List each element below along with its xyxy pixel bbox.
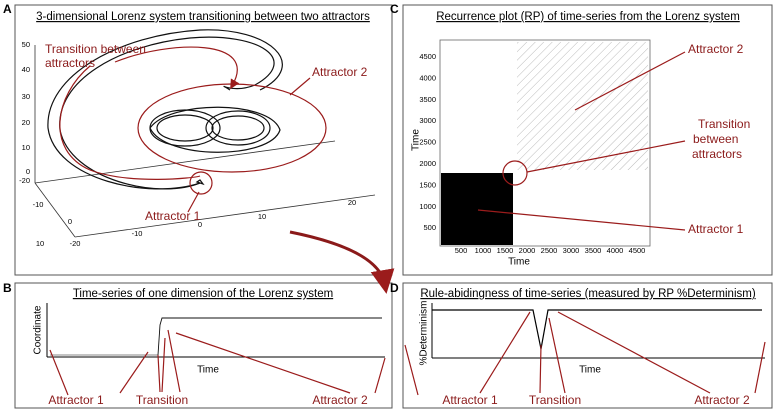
annotation: between: [693, 132, 738, 146]
tick-label: 2500: [541, 246, 558, 255]
annotation: Transition: [529, 393, 581, 407]
tick-label: 4500: [629, 246, 646, 255]
pointer: [477, 209, 686, 231]
tick-label: 20: [348, 198, 356, 207]
annotation: Attractor 1: [688, 222, 744, 236]
tick-label: 4500: [419, 52, 436, 61]
y-axis-label: Time: [411, 129, 422, 151]
panel-letter: B: [3, 281, 12, 295]
pointer: [187, 191, 200, 213]
panel-title: Time-series of one dimension of the Lore…: [73, 288, 333, 300]
panel-d-box: [402, 282, 773, 409]
annotation: Transition: [136, 393, 188, 407]
annotation: attractors: [45, 56, 95, 70]
tick-label: 4000: [607, 246, 624, 255]
pointer: [526, 140, 686, 173]
annotation: Attractor 1: [442, 393, 498, 407]
annotation: Transition: [698, 117, 750, 131]
panel-b-box: [14, 282, 393, 409]
axes-3d: [34, 45, 376, 238]
panel-letter: A: [3, 2, 12, 16]
tick-label: 2000: [519, 246, 536, 255]
pointers: [49, 329, 386, 396]
tick-label: 3500: [419, 95, 436, 104]
tick-label: 10: [36, 239, 44, 248]
shape: [211, 115, 265, 141]
x-axis-label: Time: [508, 257, 530, 268]
tick-label: 50: [22, 40, 30, 49]
annotation: attractors: [692, 147, 742, 161]
panel-title: Recurrence plot (RP) of time-series from…: [436, 11, 740, 23]
group: 4500 4000 3500 3000 2500 2000 1500 1000 500 500 10…: [419, 52, 645, 255]
determinism-line: [432, 309, 762, 350]
tick-label: -20: [70, 239, 81, 248]
pointer: [574, 51, 686, 111]
annotation: Attractor 2: [688, 42, 744, 56]
panel-title: Rule-abidingness of time-series (measure…: [420, 288, 755, 300]
rp-attractor-1: [441, 173, 513, 245]
tick-label: 10: [22, 143, 30, 152]
tick-label: 0: [26, 167, 30, 176]
shape: [156, 114, 214, 142]
tick-label: -10: [33, 200, 44, 209]
tick-label: 3500: [585, 246, 602, 255]
annotation: Attractor 2: [312, 393, 368, 407]
transition-arrow: [59, 65, 201, 180]
panel-letter: D: [390, 281, 399, 295]
panel-c-box: [402, 4, 773, 276]
lorenz-trajectory: [47, 29, 283, 190]
attractor-2-ring: [137, 83, 327, 173]
tick-label: 2500: [419, 138, 436, 147]
pointers: [404, 311, 766, 396]
annotation: Attractor 2: [694, 393, 750, 407]
tick-label: 40: [22, 65, 30, 74]
transition-ring: [502, 160, 528, 186]
shape: [205, 110, 271, 146]
panel-letter: C: [390, 2, 399, 16]
tick-label: -10: [132, 229, 143, 238]
y-axis-label: Coordinate: [33, 305, 44, 354]
annotation: Attractor 1: [48, 393, 104, 407]
tick-label: 0: [68, 217, 72, 226]
tick-label: 1500: [497, 246, 514, 255]
tick-label: 1500: [419, 180, 436, 189]
shape: [34, 140, 336, 184]
attractor-1-ring: [189, 171, 213, 195]
shape: [149, 106, 281, 153]
link-arrow: [289, 230, 395, 294]
tick-label: 1000: [475, 246, 492, 255]
tick-label: 3000: [419, 116, 436, 125]
tick-label: 500: [455, 246, 468, 255]
tick-label: 20: [22, 118, 30, 127]
tick-label: 1000: [419, 202, 436, 211]
signal: [157, 317, 382, 356]
x-axis-label: Time: [579, 365, 601, 376]
x-axis-label: Time: [197, 365, 219, 376]
rp-frame: [439, 39, 651, 247]
panel-a-box: [14, 4, 393, 276]
tick-label: 0: [198, 220, 202, 229]
tick-label: 30: [22, 92, 30, 101]
transition-arrow: [114, 46, 240, 90]
annotation: Attractor 1: [145, 209, 201, 223]
tick-label: -20: [19, 176, 30, 185]
shape: [47, 29, 283, 190]
y-axis-label: %Determinism: [419, 300, 430, 365]
annotation: Transition between: [45, 42, 146, 56]
annotation: Attractor 2: [312, 65, 368, 79]
tick-label: 2000: [419, 159, 436, 168]
tick-label: 500: [423, 223, 436, 232]
shape: [34, 182, 76, 238]
panel-title: 3-dimensional Lorenz system transitionin…: [36, 11, 370, 23]
shape: [74, 194, 376, 238]
tick-label: 3000: [563, 246, 580, 255]
pointer: [289, 77, 311, 96]
shape: [195, 179, 205, 186]
tick-label: 10: [258, 212, 266, 221]
tick-label: 4000: [419, 73, 436, 82]
